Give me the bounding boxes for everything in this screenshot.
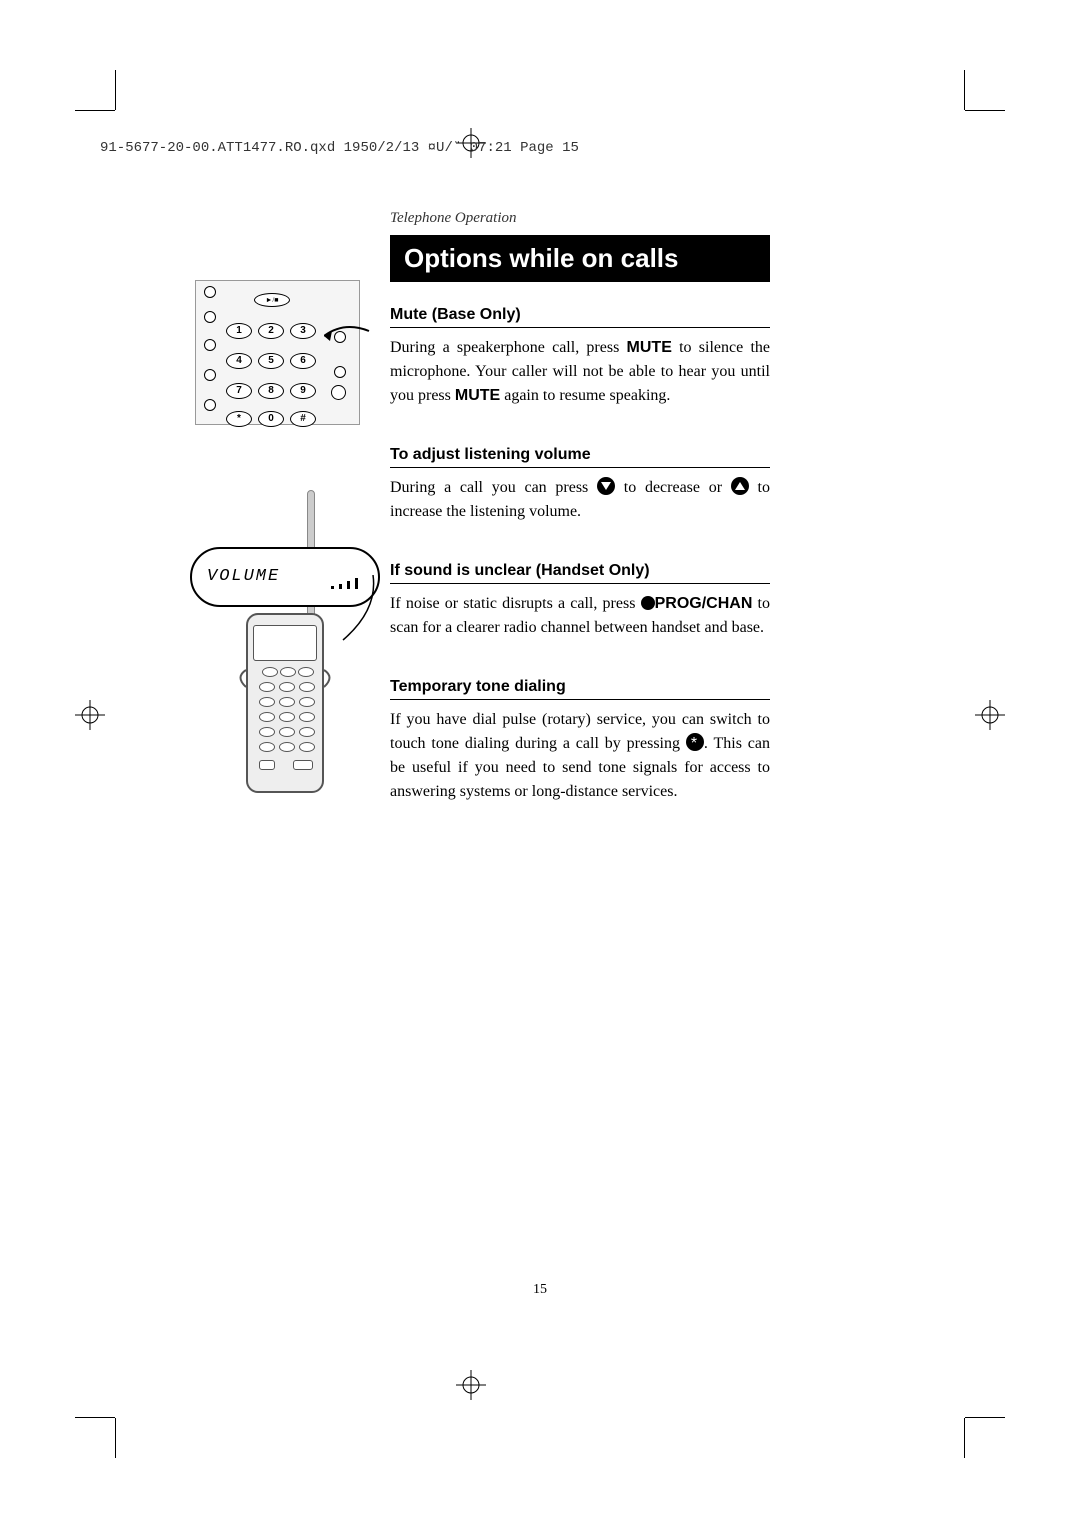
volume-down-icon xyxy=(597,477,615,495)
star-key-icon xyxy=(686,733,704,751)
heading-sound: If sound is unclear (Handset Only) xyxy=(390,562,770,584)
section-label: Telephone Operation xyxy=(390,210,770,227)
para-mute: During a speakerphone call, press MUTE t… xyxy=(390,336,770,408)
prepress-header: 91-5677-20-00.ATT1477.RO.qxd 1950/2/13 ¤… xyxy=(100,140,579,156)
base-keypad-illustration: ►/■ 1 2 3 4 5 6 7 8 9 * 0 # xyxy=(195,280,360,425)
page-number: 15 xyxy=(533,1282,547,1298)
page-title: Options while on calls xyxy=(390,235,770,282)
para-sound: If noise or static disrupts a call, pres… xyxy=(390,592,770,640)
volume-display-callout: VOLUME xyxy=(190,547,380,607)
heading-mute: Mute (Base Only) xyxy=(390,306,770,328)
heading-volume: To adjust listening volume xyxy=(390,446,770,468)
para-tone: If you have dial pulse (rotary) service,… xyxy=(390,708,770,804)
handset-illustration: VOLUME xyxy=(195,490,375,795)
heading-tone: Temporary tone dialing xyxy=(390,678,770,700)
prog-chan-icon xyxy=(641,596,655,610)
para-volume: During a call you can press to decrease … xyxy=(390,476,770,524)
volume-up-icon xyxy=(731,477,749,495)
